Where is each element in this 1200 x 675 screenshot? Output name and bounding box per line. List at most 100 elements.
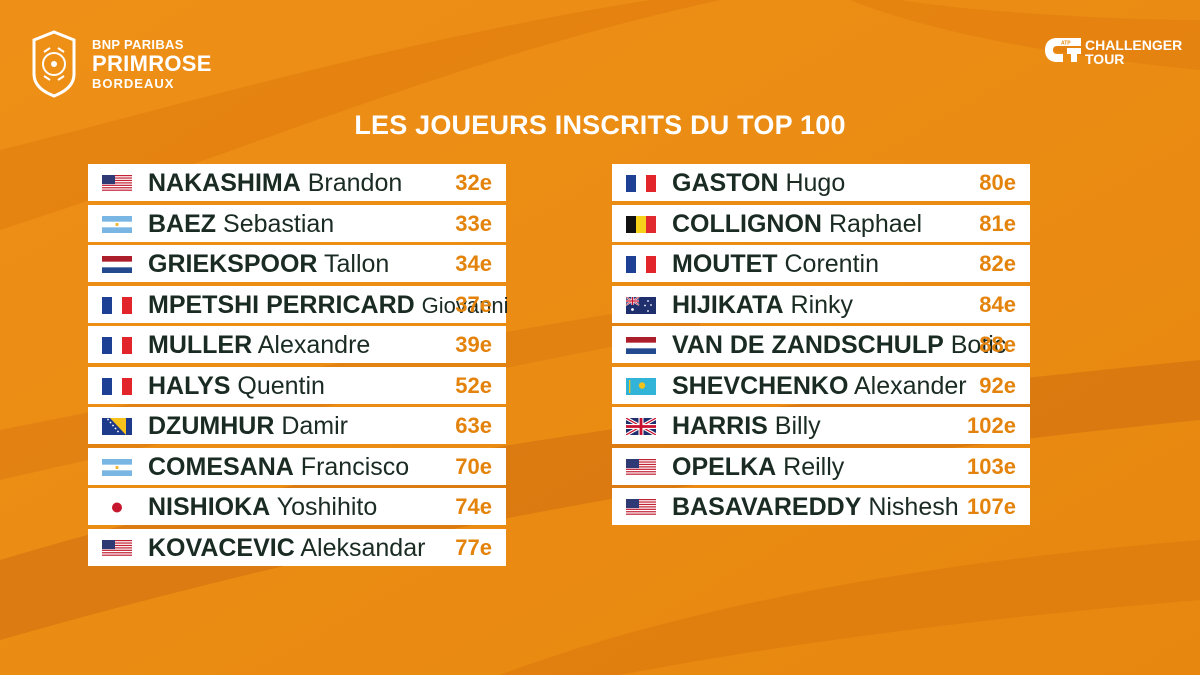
player-row: HIJIKATA Rinky 84e	[612, 285, 1030, 323]
brand-line2: PRIMROSE	[92, 51, 212, 76]
player-last-name: SHEVCHENKO	[672, 371, 849, 400]
player-row: BASAVAREDDY Nishesh 107e	[612, 488, 1030, 525]
player-row: GASTON Hugo 80e	[612, 164, 1030, 201]
player-name: VAN DE ZANDSCHULP Botic	[672, 326, 1006, 363]
player-name: HALYS Quentin	[148, 367, 325, 404]
player-last-name: HARRIS	[672, 412, 768, 440]
player-last-name: HALYS	[148, 371, 231, 400]
player-rank: 84e	[979, 291, 1016, 317]
player-first-name: Rinky	[790, 290, 854, 319]
player-name: KOVACEVIC Aleksandar	[148, 529, 425, 566]
uk-flag-icon	[626, 418, 656, 435]
japan-flag-icon	[102, 499, 132, 516]
player-rank: 92e	[979, 372, 1016, 398]
challenger-tour-logo: ATP CHALLENGER TOUR	[1043, 36, 1182, 68]
player-first-name: Botic	[950, 331, 1007, 359]
player-last-name: COMESANA	[148, 452, 294, 481]
player-row: VAN DE ZANDSCHULP Botic 88e	[612, 326, 1030, 363]
player-last-name: MPETSHI PERRICARD	[148, 290, 415, 319]
player-last-name: GASTON	[672, 169, 779, 197]
player-name: BASAVAREDDY Nishesh	[672, 488, 959, 525]
player-row: DZUMHUR Damir 63e	[88, 407, 506, 444]
player-name: GASTON Hugo	[672, 164, 845, 201]
france-flag-icon	[626, 256, 656, 273]
primrose-logo: BNP PARIBAS PRIMROSE BORDEAUX	[30, 30, 220, 98]
player-row: HALYS Quentin 52e	[88, 366, 506, 404]
player-rank: 80e	[979, 170, 1016, 195]
player-name: NISHIOKA Yoshihito	[148, 488, 377, 525]
player-last-name: MULLER	[148, 331, 253, 359]
player-first-name: Alexander	[854, 371, 967, 400]
player-first-name: Yoshihito	[276, 493, 378, 521]
player-row: COMESANA Francisco 70e	[88, 447, 506, 485]
player-row: OPELKA Reilly 103e	[612, 447, 1030, 485]
player-last-name: KOVACEVIC	[148, 533, 295, 562]
player-name: COMESANA Francisco	[148, 448, 409, 485]
player-row: COLLIGNON Raphael 81e	[612, 204, 1030, 242]
player-row: KOVACEVIC Aleksandar 77e	[88, 528, 506, 566]
player-first-name: Corentin	[784, 250, 880, 278]
player-row: BAEZ Sebastian 33e	[88, 204, 506, 242]
player-name: SHEVCHENKO Alexander	[672, 367, 967, 404]
player-row: HARRIS Billy 102e	[612, 407, 1030, 444]
player-last-name: DZUMHUR	[148, 412, 275, 440]
player-row: SHEVCHENKO Alexander 92e	[612, 366, 1030, 404]
player-rank: 107e	[967, 494, 1016, 519]
brand-line3: BORDEAUX	[92, 76, 175, 91]
player-row: MULLER Alexandre 39e	[88, 326, 506, 363]
player-rank: 32e	[455, 170, 492, 195]
player-first-name: Hugo	[785, 169, 846, 197]
player-rank: 33e	[455, 210, 492, 236]
player-last-name: VAN DE ZANDSCHULP	[672, 331, 944, 359]
shield-icon	[32, 30, 76, 98]
france-flag-icon	[626, 175, 656, 192]
player-first-name: Billy	[774, 412, 821, 440]
player-first-name: Quentin	[237, 371, 325, 400]
player-rank: 39e	[455, 332, 492, 357]
player-row: MOUTET Corentin 82e	[612, 245, 1030, 282]
france-flag-icon	[102, 296, 132, 314]
player-rank: 74e	[455, 494, 492, 519]
player-rank: 34e	[455, 251, 492, 276]
player-name: GRIEKSPOOR Tallon	[148, 245, 389, 282]
player-last-name: BAEZ	[148, 209, 217, 238]
player-last-name: MOUTET	[672, 250, 778, 278]
player-first-name: Raphael	[828, 209, 923, 238]
page-title: LES JOUEURS INSCRITS DU TOP 100	[354, 110, 846, 140]
player-name: COLLIGNON Raphael	[672, 205, 922, 242]
argentina-flag-icon	[102, 458, 132, 476]
player-rank: 82e	[979, 251, 1016, 276]
usa-flag-icon	[626, 499, 656, 516]
player-row: NAKASHIMA Brandon 32e	[88, 164, 506, 201]
player-last-name: COLLIGNON	[672, 209, 822, 238]
player-last-name: OPELKA	[672, 452, 777, 481]
player-first-name: Nishesh	[868, 493, 959, 521]
player-first-name: Giovanni	[421, 292, 509, 318]
belgium-flag-icon	[626, 215, 656, 233]
usa-flag-icon	[102, 539, 132, 557]
player-name: MULLER Alexandre	[148, 326, 370, 363]
player-first-name: Damir	[281, 412, 348, 440]
player-first-name: Aleksandar	[300, 533, 426, 562]
player-name: BAEZ Sebastian	[148, 205, 334, 242]
atp-mark-text: ATP	[1061, 41, 1071, 47]
argentina-flag-icon	[102, 215, 132, 233]
atp-mark-icon: ATP	[1045, 38, 1081, 62]
player-row: NISHIOKA Yoshihito 74e	[88, 488, 506, 525]
australia-flag-icon	[626, 296, 656, 314]
partner-line2: TOUR	[1085, 51, 1125, 67]
netherlands-flag-icon	[626, 337, 656, 354]
player-last-name: HIJIKATA	[672, 290, 784, 319]
player-name: OPELKA Reilly	[672, 448, 844, 485]
player-last-name: BASAVAREDDY	[672, 493, 862, 521]
partner-line1: CHALLENGER	[1085, 37, 1183, 53]
bosnia-flag-icon	[102, 418, 132, 435]
player-rank: 103e	[967, 453, 1016, 479]
player-rank: 70e	[455, 453, 492, 479]
player-rank: 52e	[455, 372, 492, 398]
player-first-name: Tallon	[323, 250, 390, 278]
player-name: NAKASHIMA Brandon	[148, 164, 402, 201]
player-name: MOUTET Corentin	[672, 245, 879, 282]
player-rank: 77e	[455, 534, 492, 560]
player-first-name: Francisco	[300, 452, 410, 481]
